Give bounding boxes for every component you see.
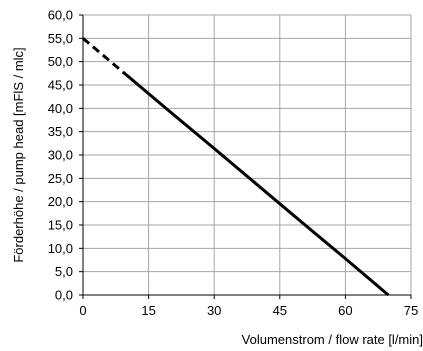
y-tick-label: 0,0 <box>55 288 73 303</box>
y-tick-label: 10,0 <box>48 241 73 256</box>
x-tick-label: 45 <box>273 303 287 318</box>
y-tick-label: 55,0 <box>48 31 73 46</box>
series-layer <box>82 37 390 297</box>
y-tick-labels: 0,0 5,0 10,0 15,0 20,0 25,0 30,0 35,0 40,0 45,0 50… <box>48 8 73 303</box>
y-tick-label: 35,0 <box>48 124 73 139</box>
y-tick-label: 50,0 <box>48 54 73 69</box>
y-axis-label: Förderhöhe / pump head [mFlS / mlc] <box>11 47 26 262</box>
x-tick-label: 75 <box>404 303 418 318</box>
pump-curve-solid <box>125 74 390 297</box>
y-tick-label: 5,0 <box>55 264 73 279</box>
x-tick-labels: 0 15 30 45 60 75 <box>79 303 418 318</box>
x-tick-label: 30 <box>207 303 221 318</box>
y-tick-label: 45,0 <box>48 78 73 93</box>
y-tick-label: 40,0 <box>48 101 73 116</box>
axes <box>79 14 412 299</box>
y-tick-label: 25,0 <box>48 171 73 186</box>
y-tick-label: 20,0 <box>48 194 73 209</box>
y-tick-label: 60,0 <box>48 8 73 23</box>
x-tick-label: 0 <box>79 303 86 318</box>
y-tick-label: 30,0 <box>48 148 73 163</box>
x-axis-label: Volumenstrom / flow rate [l/min] <box>242 332 423 347</box>
y-tick-label: 15,0 <box>48 218 73 233</box>
x-tick-label: 15 <box>141 303 155 318</box>
pump-curve-dashed <box>82 37 128 77</box>
x-tick-label: 60 <box>338 303 352 318</box>
